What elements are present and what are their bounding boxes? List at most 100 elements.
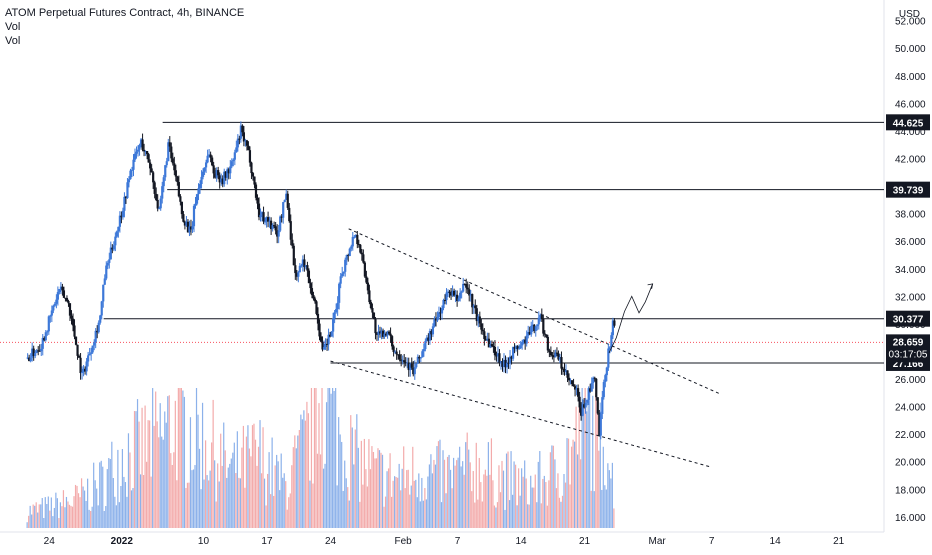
level-price-tag <box>886 310 930 327</box>
candle-body <box>315 301 318 314</box>
candle-body <box>52 305 55 311</box>
volume-bar <box>366 486 368 528</box>
volume-bar <box>71 506 74 528</box>
candle-body <box>259 214 262 218</box>
candle-body <box>164 165 167 178</box>
volume-bar <box>52 516 54 528</box>
price-tick-label: 20.000 <box>895 458 926 469</box>
candle-body <box>132 159 135 170</box>
volume-bar <box>248 448 251 528</box>
candle-body <box>321 341 324 350</box>
candle-body <box>288 207 291 222</box>
price-tick-label: 50.000 <box>895 44 926 55</box>
candle-body <box>504 359 507 368</box>
volume-bar <box>477 499 479 528</box>
volume-bar <box>586 411 588 528</box>
candle-body <box>348 248 351 257</box>
volume-bar <box>392 480 394 528</box>
volume-bar <box>501 460 503 528</box>
volume-bar <box>254 439 257 528</box>
bar-countdown-label: 03:17:05 <box>889 349 928 360</box>
volume-bar <box>34 505 36 528</box>
volume-bar <box>389 453 391 528</box>
volume-bar <box>295 448 297 528</box>
candle-body <box>342 271 345 274</box>
candle-body <box>392 346 395 352</box>
volume-bar <box>372 451 375 528</box>
candle-body <box>282 202 285 218</box>
volume-bar <box>263 478 266 528</box>
volume-bar <box>212 399 214 528</box>
candle-body <box>310 288 314 296</box>
candle-body <box>456 294 459 301</box>
candle-body <box>174 170 177 177</box>
volume-indicator-label-2[interactable]: Vol <box>5 35 21 47</box>
candle-body <box>401 360 404 362</box>
volume-bar <box>105 506 107 528</box>
volume-bar <box>84 490 86 528</box>
volume-bar <box>132 488 134 528</box>
candle-body <box>179 196 182 202</box>
volume-bar <box>303 410 305 528</box>
candle-body <box>150 168 153 173</box>
volume-bar <box>341 441 343 528</box>
volume-bar <box>268 452 270 528</box>
volume-bar <box>434 464 437 528</box>
volume-bar <box>197 414 199 528</box>
candle-body <box>381 330 385 337</box>
volume-bar <box>534 474 536 528</box>
candle-body <box>471 294 474 308</box>
volume-bar <box>328 388 331 528</box>
volume-bar <box>460 466 462 528</box>
volume-bar <box>159 403 161 528</box>
candle-body <box>230 161 233 167</box>
candle-body <box>369 302 373 309</box>
candle-body <box>176 176 179 183</box>
volume-bar <box>510 451 512 528</box>
candle-body <box>47 316 50 332</box>
volume-indicator-label[interactable]: Vol <box>5 21 21 33</box>
volume-bar <box>448 454 450 528</box>
candle-body <box>333 312 336 319</box>
volume-bar <box>224 450 226 528</box>
candle-body <box>212 165 215 174</box>
candle-body <box>527 332 530 336</box>
candle-body <box>515 346 518 349</box>
candle-body <box>583 404 586 408</box>
volume-bar <box>418 473 420 528</box>
volume-bar <box>563 474 565 528</box>
volume-bar <box>173 452 175 528</box>
volume-bar <box>492 480 494 528</box>
candle-body <box>152 172 155 183</box>
volume-bar <box>280 453 282 528</box>
volume-bar <box>251 425 254 528</box>
candle-body <box>186 221 190 233</box>
volume-bar <box>167 396 169 528</box>
volume-bar <box>493 505 496 528</box>
volume-bar <box>400 490 402 528</box>
candle-body <box>493 346 497 356</box>
volume-bar <box>519 495 521 528</box>
candle-body <box>43 337 46 341</box>
candle-body <box>424 341 427 350</box>
time-tick-label: 10 <box>198 536 210 547</box>
volume-bar <box>310 388 313 528</box>
candle-body <box>593 377 596 379</box>
candle-body <box>409 363 412 371</box>
candle-body <box>242 132 245 142</box>
volume-bar <box>262 427 264 528</box>
candle-body <box>235 147 238 153</box>
volume-bar <box>120 486 122 528</box>
volume-bar <box>596 401 598 528</box>
volume-bar <box>339 434 341 528</box>
candle-body <box>507 362 510 364</box>
candle-body <box>121 210 125 218</box>
candle-body <box>26 357 29 359</box>
candle-body <box>433 318 436 327</box>
volume-bar <box>548 480 550 528</box>
candle-body <box>484 338 487 341</box>
candle-body <box>573 386 577 390</box>
volume-bar <box>87 478 89 528</box>
